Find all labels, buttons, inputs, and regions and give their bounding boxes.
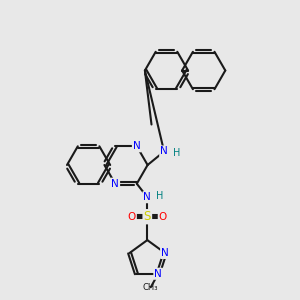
Text: N: N bbox=[160, 146, 168, 157]
Text: N: N bbox=[111, 179, 119, 189]
Text: O: O bbox=[128, 212, 136, 222]
Text: O: O bbox=[159, 212, 167, 222]
Text: N: N bbox=[154, 269, 162, 279]
Text: CH₃: CH₃ bbox=[143, 283, 158, 292]
Text: H: H bbox=[156, 191, 163, 201]
Text: N: N bbox=[143, 192, 151, 202]
Text: H: H bbox=[172, 148, 180, 158]
Text: N: N bbox=[161, 248, 169, 258]
Text: S: S bbox=[144, 210, 151, 223]
Text: N: N bbox=[133, 141, 141, 151]
